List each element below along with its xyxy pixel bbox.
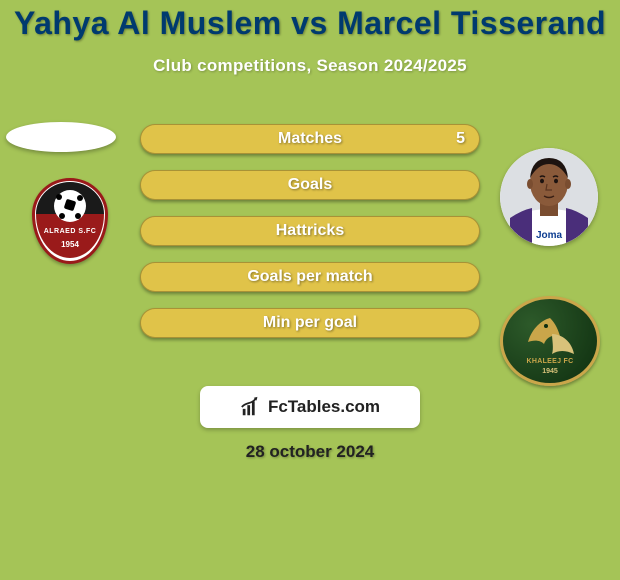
stat-goals: Goals — [140, 170, 480, 200]
stat-label: Min per goal — [141, 314, 479, 332]
left-player-photo — [6, 122, 116, 152]
stat-label: Matches — [141, 130, 479, 148]
stat-goals-per-match: Goals per match — [140, 262, 480, 292]
right-club-badge: KHALEEJ FC 1945 — [500, 296, 600, 386]
right-club-name: KHALEEJ FC — [500, 358, 600, 365]
left-club-badge: ALRAED S.FC 1954 — [20, 178, 120, 264]
soccer-ball-icon — [54, 190, 86, 222]
stat-value: 5 — [456, 130, 465, 148]
stat-min-per-goal: Min per goal — [140, 308, 480, 338]
stat-label: Hattricks — [141, 222, 479, 240]
right-club-year: 1945 — [500, 368, 600, 375]
stat-label: Goals — [141, 176, 479, 194]
stat-matches: Matches 5 — [140, 124, 480, 154]
stats-column: Matches 5 Goals Hattricks Goals per matc… — [140, 124, 480, 354]
bar-chart-icon — [240, 396, 262, 418]
svg-text:Joma: Joma — [536, 230, 563, 241]
stat-label: Goals per match — [141, 268, 479, 286]
falcon-icon — [522, 314, 578, 362]
date-text: 28 october 2024 — [0, 442, 620, 462]
left-club-year: 1954 — [32, 240, 108, 249]
page-title: Yahya Al Muslem vs Marcel Tisserand — [0, 6, 620, 42]
left-club-name: ALRAED S.FC — [32, 228, 108, 235]
brand-tile[interactable]: FcTables.com — [200, 386, 420, 428]
stat-hattricks: Hattricks — [140, 216, 480, 246]
subtitle: Club competitions, Season 2024/2025 — [0, 56, 620, 76]
comparison-card: Yahya Al Muslem vs Marcel Tisserand Club… — [0, 0, 620, 580]
right-player-photo: Joma — [500, 148, 598, 246]
brand-text: FcTables.com — [268, 397, 380, 417]
